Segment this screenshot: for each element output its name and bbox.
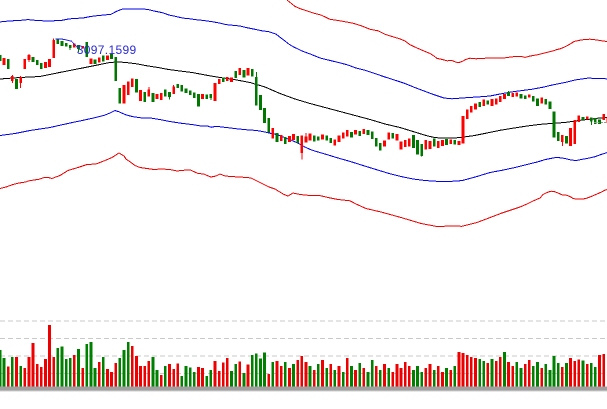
svg-text:3097.1599: 3097.1599 <box>77 43 137 57</box>
